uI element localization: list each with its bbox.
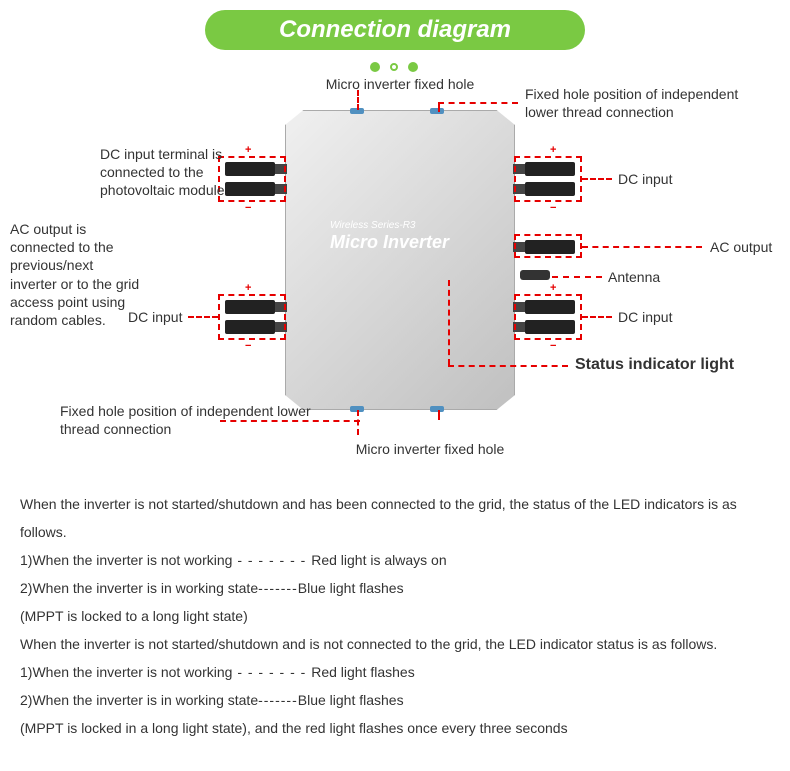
fixed-hole-icon [430, 108, 444, 114]
diagram-area: Wireless Series-R3 Micro Inverter + − + … [0, 80, 790, 480]
body-line-b: Blue light flashes [298, 580, 404, 596]
body-para: (MPPT is locked to a long light state) [20, 602, 770, 630]
callout-dc-terminal: DC input terminal is connected to the ph… [100, 145, 230, 200]
callout-dash-icon [514, 156, 582, 202]
body-line: 1)When the inverter is not working - - -… [20, 658, 770, 686]
leader-line-icon [438, 410, 440, 420]
dot-ring-icon [390, 63, 398, 71]
antenna-icon [520, 270, 550, 280]
inverter-series-label: Wireless Series-R3 [330, 220, 415, 231]
callout-ac-note: AC output is connected to the previous/n… [10, 220, 140, 329]
body-para: When the inverter is not started/shutdow… [20, 490, 770, 546]
callout-ac-output: AC output [710, 238, 772, 256]
leader-line-icon [582, 246, 702, 248]
minus-icon: − [245, 340, 251, 352]
callout-dash-icon [514, 294, 582, 340]
dash-separator-icon: ------- [258, 692, 298, 708]
dash-separator-icon: - - - - - - - [232, 664, 311, 680]
leader-line-icon [357, 410, 359, 435]
body-para: (MPPT is locked in a long light state), … [20, 714, 770, 742]
callout-top-right: Fixed hole position of independent lower… [525, 85, 755, 121]
callout-status-light: Status indicator light [575, 355, 734, 376]
leader-line-icon [582, 316, 612, 318]
dot-icon [408, 62, 418, 72]
body-line: 2)When the inverter is in working state-… [20, 574, 770, 602]
plus-icon: + [550, 144, 556, 156]
callout-dc-input-tr: DC input [618, 170, 672, 188]
body-line: 2)When the inverter is in working state-… [20, 686, 770, 714]
body-line-a: 1)When the inverter is not working [20, 664, 232, 680]
plus-icon: + [245, 144, 251, 156]
dot-icon [370, 62, 380, 72]
leader-line-icon [448, 365, 568, 367]
callout-dash-icon [218, 294, 286, 340]
minus-icon: − [245, 202, 251, 214]
plus-icon: + [550, 282, 556, 294]
body-line-b: Red light is always on [311, 552, 446, 568]
title-text: Connection diagram [279, 16, 511, 44]
body-para: When the inverter is not started/shutdow… [20, 630, 770, 658]
leader-line-icon [438, 102, 518, 104]
body-line-b: Red light flashes [311, 664, 415, 680]
minus-icon: − [550, 202, 556, 214]
pagination-dots [370, 62, 418, 72]
callout-antenna: Antenna [608, 268, 660, 286]
callout-bottom-left: Fixed hole position of independent lower… [60, 402, 320, 438]
inverter-main-label: Micro Inverter [330, 232, 449, 253]
minus-icon: − [550, 340, 556, 352]
body-line: 1)When the inverter is not working - - -… [20, 546, 770, 574]
body-line-b: Blue light flashes [298, 692, 404, 708]
plus-icon: + [245, 282, 251, 294]
leader-line-icon [582, 178, 612, 180]
body-text-block: When the inverter is not started/shutdow… [20, 490, 770, 742]
body-line-a: 2)When the inverter is in working state [20, 580, 258, 596]
callout-dc-input-br: DC input [618, 308, 672, 326]
leader-line-icon [448, 280, 450, 365]
callout-bottom-hole: Micro inverter fixed hole [330, 440, 530, 458]
body-line-a: 2)When the inverter is in working state [20, 692, 258, 708]
dash-separator-icon: - - - - - - - [232, 552, 311, 568]
dash-separator-icon: ------- [258, 580, 298, 596]
fixed-hole-icon [430, 406, 444, 412]
leader-line-icon [188, 316, 218, 318]
body-line-a: 1)When the inverter is not working [20, 552, 232, 568]
callout-top-hole: Micro inverter fixed hole [300, 75, 500, 93]
callout-dash-icon [514, 234, 582, 258]
title-badge: Connection diagram [205, 10, 585, 50]
callout-dc-input-bl: DC input [128, 308, 182, 326]
leader-line-icon [552, 276, 602, 278]
